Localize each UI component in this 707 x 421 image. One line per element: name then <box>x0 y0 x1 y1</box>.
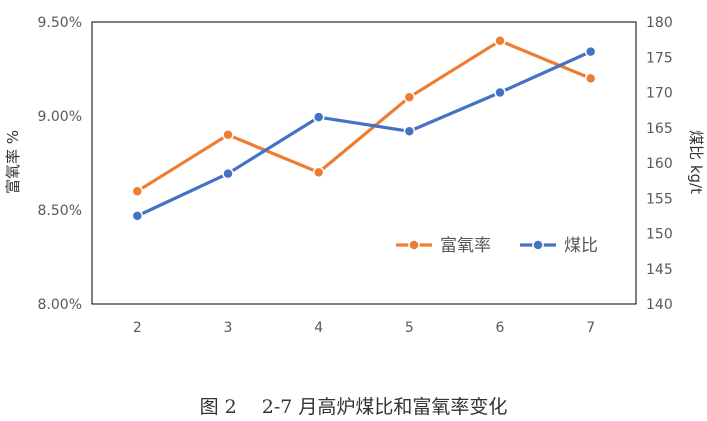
left-tick-label: 9.00% <box>38 109 82 125</box>
right-tick-label: 155 <box>646 191 673 207</box>
right-axis-title: 煤比 kg/t <box>687 130 705 194</box>
oxygen-enrichment-data-point <box>222 129 234 141</box>
legend-coal-ratio-swatch-marker <box>532 239 544 251</box>
right-tick-label: 180 <box>646 15 673 31</box>
coal-ratio-data-point <box>494 86 506 99</box>
right-tick-label: 175 <box>646 50 673 66</box>
x-tick-label: 3 <box>224 320 233 336</box>
left-axis-title: 富氧率 % <box>4 130 22 194</box>
coal-ratio-data-point <box>584 45 597 58</box>
oxygen-enrichment-data-point <box>131 185 144 197</box>
x-tick-label: 5 <box>405 320 414 336</box>
right-tick-label: 150 <box>646 227 673 243</box>
left-tick-label: 8.00% <box>38 297 82 313</box>
plot-frame-layer <box>91 21 637 305</box>
oxygen-enrichment-data-point <box>584 72 597 85</box>
combo-line-chart: 8.00%8.50%9.00%9.50% 1401451501551601651… <box>4 15 705 336</box>
figure-caption: 图 2 2-7 月高炉煤比和富氧率变化 <box>199 396 508 418</box>
left-axis-ticks: 8.00% 8.50% 9.00% 9.50% <box>38 15 82 313</box>
x-tick-label: 7 <box>586 320 595 336</box>
right-tick-label: 145 <box>646 262 673 278</box>
x-axis-ticks: 2 3 4 5 6 7 <box>133 320 595 336</box>
legend-oxygen-enrichment-swatch-marker <box>408 239 420 251</box>
right-tick-label: 140 <box>646 297 673 313</box>
oxygen-enrichment-data-point <box>494 35 506 47</box>
legend: 富氧率 煤比 <box>396 236 598 256</box>
series-layer <box>131 35 597 222</box>
x-tick-label: 6 <box>496 320 505 336</box>
coal-ratio-data-point <box>131 210 144 222</box>
left-tick-label: 9.50% <box>38 15 82 31</box>
oxygen-enrichment-data-point <box>403 91 416 103</box>
right-axis-ticks: 140 145 150 155 160 165 170 175 180 <box>646 15 673 313</box>
right-tick-label: 170 <box>646 86 673 102</box>
right-tick-label: 160 <box>646 156 673 172</box>
right-tick-label: 165 <box>646 121 673 137</box>
x-tick-label: 4 <box>314 320 323 336</box>
oxygen-enrichment-data-point <box>312 166 325 179</box>
plot-area-border <box>91 21 637 305</box>
left-tick-label: 8.50% <box>38 203 82 219</box>
coal-ratio-data-point <box>403 125 416 138</box>
x-tick-label: 2 <box>133 320 142 336</box>
oxygen-enrichment-series-line <box>135 39 593 193</box>
coal-ratio-data-point <box>222 167 234 180</box>
legend-coal-ratio-label: 煤比 <box>564 236 598 256</box>
coal-ratio-series-line <box>135 50 593 218</box>
coal-ratio-data-point <box>312 111 325 123</box>
legend-oxygen-enrichment-label: 富氧率 <box>440 236 491 256</box>
